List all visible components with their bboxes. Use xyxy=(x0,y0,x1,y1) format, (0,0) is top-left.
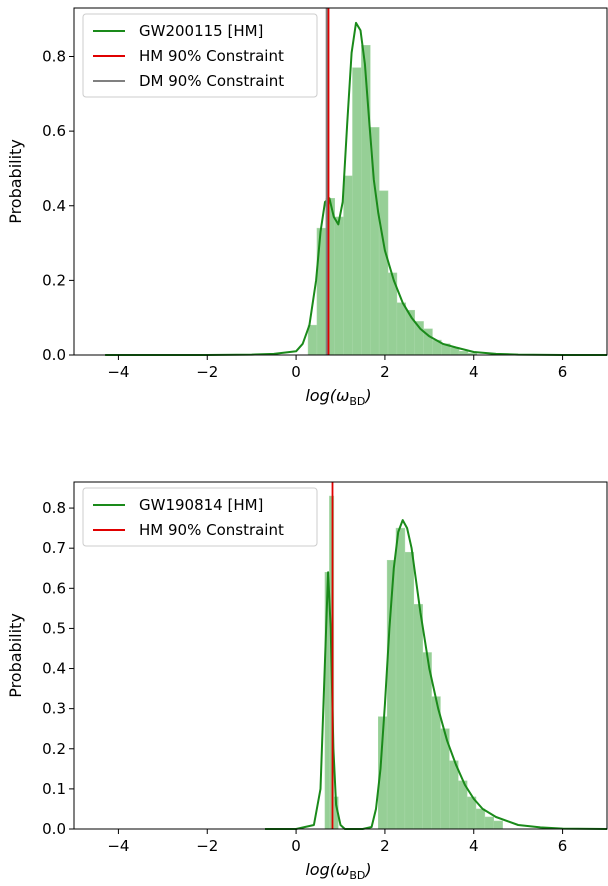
x-axis-label: log(ωBD) xyxy=(305,860,371,882)
y-tick-label-0: 0.0 xyxy=(42,820,66,838)
legend-box xyxy=(82,13,318,98)
y-tick-label-0: 0.0 xyxy=(42,346,66,364)
y-tick-label-3: 0.3 xyxy=(42,700,66,718)
y-tick-label-4: 0.4 xyxy=(42,660,66,678)
x-axis-label-close: ) xyxy=(364,386,371,405)
histogram-bar-4 xyxy=(343,175,353,356)
y-tick-label-8: 0.8 xyxy=(42,499,66,517)
density-curve xyxy=(105,21,607,356)
legend: GW200115 [HM] HM 90% Constraint DM 90% Con… xyxy=(82,13,318,98)
legend-entry-1: HM 90% Constraint xyxy=(139,47,284,65)
y-axis: 0.0 0.1 0.2 0.3 0.4 0.5 0.6 0.7 0.8 xyxy=(42,499,74,838)
x-tick-label-2: 0 xyxy=(291,837,301,855)
x-tick-label-1: −2 xyxy=(196,837,218,855)
x-tick-label-4: 4 xyxy=(469,837,479,855)
histogram-bar-22 xyxy=(466,796,477,830)
y-tick-label-1: 0.1 xyxy=(42,780,66,798)
histogram-bar-17 xyxy=(458,351,469,356)
legend-entry-0: GW200115 [HM] xyxy=(139,22,263,40)
x-axis-label-subscript: BD xyxy=(349,869,365,882)
x-tick-label-2: 0 xyxy=(291,363,301,381)
legend-box xyxy=(82,487,318,547)
y-axis-label: Probability xyxy=(6,613,25,698)
y-tick-label-1: 0.2 xyxy=(42,271,66,289)
histogram-bar-5 xyxy=(352,67,362,356)
chart-panel-gw200115: 0.0 0.2 0.4 0.6 0.8 −4 −2 0 2 4 6 Probability log… xyxy=(6,7,608,408)
histogram-bar-15 xyxy=(404,551,415,830)
legend-entry-0: GW190814 [HM] xyxy=(139,496,263,514)
histogram-bar-17 xyxy=(422,652,432,830)
y-tick-label-3: 0.6 xyxy=(42,122,66,140)
chart-panel-gw190814: 0.0 0.1 0.2 0.3 0.4 0.5 0.6 0.7 0.8 −4 −2 0 2 4 6 Pro… xyxy=(6,481,608,882)
x-axis-label-subscript: BD xyxy=(349,395,365,408)
histogram-bar-25 xyxy=(493,820,503,830)
histogram-bar-23 xyxy=(475,808,486,830)
histogram-bar-18 xyxy=(431,696,441,830)
histogram-bar-20 xyxy=(449,760,459,830)
histogram-bar-6 xyxy=(361,45,371,356)
histogram-bar-0 xyxy=(307,324,318,356)
x-tick-label-1: −2 xyxy=(196,363,218,381)
x-tick-label-3: 2 xyxy=(380,837,390,855)
plot-area xyxy=(265,482,608,830)
axes-frame xyxy=(73,481,608,830)
y-axis: 0.0 0.2 0.4 0.6 0.8 xyxy=(42,48,74,364)
histogram-bar-3 xyxy=(334,216,344,356)
y-tick-label-2: 0.4 xyxy=(42,197,66,215)
x-tick-label-3: 2 xyxy=(380,363,390,381)
axes-border xyxy=(73,7,608,356)
axes-border xyxy=(73,481,608,830)
histogram-bar-24 xyxy=(484,816,494,830)
plot-area xyxy=(105,8,607,356)
x-tick-label-4: 4 xyxy=(469,363,479,381)
legend-entry-2: DM 90% Constraint xyxy=(139,72,284,90)
y-tick-label-4: 0.8 xyxy=(42,48,66,66)
x-tick-label-0: −4 xyxy=(107,363,129,381)
x-axis: −4 −2 0 2 4 6 xyxy=(107,355,567,381)
legend-entry-1: HM 90% Constraint xyxy=(139,521,284,539)
x-axis-label-main: log(ω xyxy=(305,386,349,405)
histogram-bar-16 xyxy=(413,604,423,830)
density-curve xyxy=(265,519,608,830)
histogram-bar-10 xyxy=(396,302,407,356)
y-tick-label-2: 0.2 xyxy=(42,740,66,758)
x-axis-label: log(ωBD) xyxy=(305,386,371,408)
y-tick-label-7: 0.7 xyxy=(42,539,66,557)
x-axis: −4 −2 0 2 4 6 xyxy=(107,829,567,855)
x-tick-label-5: 6 xyxy=(558,837,568,855)
x-axis-label-main: log(ω xyxy=(305,860,349,879)
x-tick-label-5: 6 xyxy=(558,363,568,381)
histogram-bar-14 xyxy=(395,527,406,830)
y-tick-label-6: 0.6 xyxy=(42,579,66,597)
x-tick-label-0: −4 xyxy=(107,837,129,855)
legend: GW190814 [HM] HM 90% Constraint xyxy=(82,487,318,547)
y-tick-label-5: 0.5 xyxy=(42,619,66,637)
axes-frame xyxy=(73,7,608,356)
y-axis-label: Probability xyxy=(6,139,25,224)
histogram-bar-8 xyxy=(378,190,389,356)
x-axis-label-close: ) xyxy=(364,860,371,879)
